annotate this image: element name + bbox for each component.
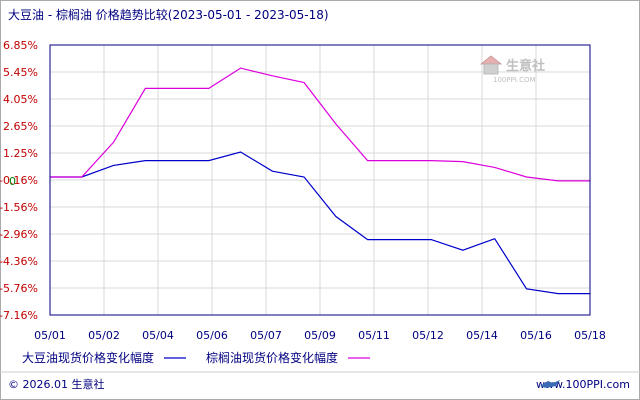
y-tick-label: -0.16%: [0, 174, 38, 187]
bird-icon: [540, 380, 560, 388]
y-tick-label: -1.56%: [0, 201, 38, 214]
legend-label-2: 棕榈油现货价格变化幅度: [206, 350, 338, 365]
y-zero-marker: 0: [9, 175, 16, 188]
series-line-1: [50, 151, 590, 295]
grid: [50, 45, 590, 315]
y-tick-label: 6.85%: [3, 39, 38, 52]
footer-copyright: © 2026.01 生意社: [8, 377, 104, 391]
logo-name: 生意社: [506, 58, 545, 74]
x-tick-label: 05/14: [466, 329, 498, 342]
y-tick-label: 5.45%: [3, 66, 38, 79]
y-tick-label: -4.36%: [0, 255, 38, 268]
logo: 生意社 100PPI.COM: [479, 55, 545, 84]
series-line-2: [50, 67, 590, 182]
legend: 大豆油现货价格变化幅度 棕榈油现货价格变化幅度: [22, 350, 370, 365]
x-tick-label: 05/07: [250, 329, 282, 342]
x-tick-label: 05/16: [520, 329, 552, 342]
legend-label-1: 大豆油现货价格变化幅度: [22, 350, 154, 365]
series-lines: [50, 67, 590, 295]
x-tick-label: 05/04: [142, 329, 174, 342]
house-icon: [479, 55, 503, 75]
chart-title: 大豆油 - 棕榈油 价格趋势比较(2023-05-01 - 2023-05-18…: [8, 7, 329, 22]
x-tick-label: 05/12: [412, 329, 444, 342]
y-tick-label: 2.65%: [3, 120, 38, 133]
x-tick-label: 05/01: [34, 329, 66, 342]
y-tick-label: -7.16%: [0, 309, 38, 322]
y-axis-ticks: 6.85% 5.45% 4.05% 2.65% 1.25% -0.16% -1.56% -2.…: [0, 39, 38, 322]
x-tick-label: 05/02: [88, 329, 120, 342]
x-tick-label: 05/11: [358, 329, 390, 342]
x-tick-label: 05/18: [574, 329, 606, 342]
y-tick-label: -2.96%: [0, 228, 38, 241]
plot-frame: [49, 44, 591, 316]
y-tick-label: -5.76%: [0, 282, 38, 295]
logo-url: 100PPI.COM: [493, 76, 536, 84]
x-tick-label: 05/09: [304, 329, 336, 342]
x-axis-ticks: 05/01 05/02 05/04 05/06 05/07 05/09 05/11 05/12…: [34, 329, 606, 342]
x-tick-label: 05/06: [196, 329, 228, 342]
y-tick-label: 4.05%: [3, 93, 38, 106]
y-tick-label: 1.25%: [3, 147, 38, 160]
footer-website: www.100PPI.com: [536, 378, 630, 391]
